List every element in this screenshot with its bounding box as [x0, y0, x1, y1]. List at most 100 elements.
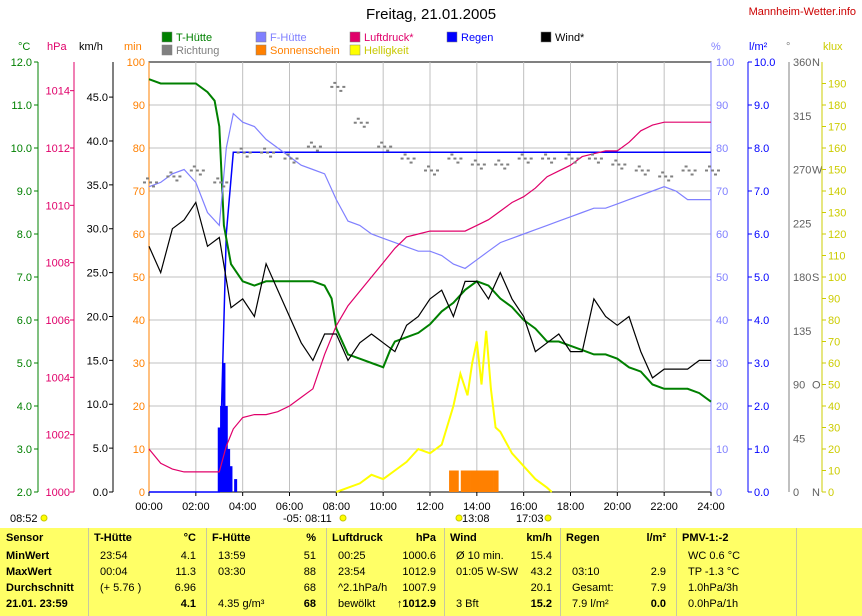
wind-direction-mark	[547, 157, 551, 160]
rain-bar	[234, 479, 238, 492]
wind-direction-mark	[359, 121, 363, 124]
lux-tick-label: 130	[828, 208, 846, 220]
sunshine-bar	[488, 470, 494, 492]
wind-direction-mark	[260, 151, 264, 154]
min-tick-label: 40	[133, 315, 145, 327]
temp-tick-label: 3.0	[17, 444, 32, 456]
min-tick-label: 20	[133, 401, 145, 413]
min-tick-label: 50	[133, 272, 145, 284]
wind-direction-mark	[248, 151, 252, 154]
wind-direction-mark	[450, 153, 454, 156]
wind-direction-mark	[684, 165, 688, 168]
rain-cumulative-line	[149, 151, 711, 493]
legend-label: T-Hütte	[176, 32, 212, 44]
wind-tick-label: 20.0	[87, 311, 108, 323]
legend-label: Richtung	[176, 45, 219, 57]
wind-direction-mark	[482, 163, 486, 166]
table-cell: %	[306, 532, 316, 544]
wind-direction-mark	[353, 121, 357, 124]
hum-tick-label: 10	[716, 444, 728, 456]
wind-direction-mark	[681, 169, 685, 172]
temp-tick-label: 12.0	[11, 57, 32, 69]
weather-chart: Freitag, 21.01.2005 Mannheim-Wetter.info…	[10, 6, 856, 525]
hum-tick-label: 50	[716, 272, 728, 284]
series-line-wind	[148, 200, 711, 379]
table-cell: Luftdruck	[332, 532, 383, 544]
dir-axis-unit: °	[786, 41, 790, 53]
lux-tick-label: 50	[828, 380, 840, 392]
wind-direction-mark	[473, 159, 477, 162]
temp-tick-label: 9.0	[17, 186, 32, 198]
table-col-separator	[326, 528, 327, 616]
wind-direction-mark	[587, 157, 591, 160]
wind-direction-mark	[380, 141, 384, 144]
wind-direction-mark	[664, 175, 668, 178]
sun-icon	[339, 514, 347, 522]
temp-tick-label: 7.0	[17, 272, 32, 284]
dir-tick-label: 225	[793, 218, 811, 230]
table-cell: 15.4	[530, 550, 552, 562]
wind-axis-unit: km/h	[79, 41, 103, 53]
rain-tick-label: 5.0	[754, 272, 769, 284]
min-tick-label: 60	[133, 229, 145, 241]
lux-tick-label: 180	[828, 100, 846, 112]
rain-tick-label: 3.0	[754, 358, 769, 370]
wind-direction-mark	[412, 157, 416, 160]
dir-tick-label: 0	[793, 487, 799, 499]
wind-direction-mark	[389, 145, 393, 148]
hum-tick-label: 60	[716, 229, 728, 241]
wind-direction-mark	[365, 121, 369, 124]
time-tick-label: 14:00	[463, 501, 491, 513]
table-cell: hPa	[415, 532, 436, 544]
rain-tick-label: 6.0	[754, 229, 769, 241]
wind-direction-mark	[339, 89, 343, 92]
wind-direction-mark	[708, 165, 711, 168]
sunshine-bar	[493, 470, 499, 492]
time-tick-label: 02:00	[182, 501, 210, 513]
wind-direction-mark	[705, 169, 708, 172]
wind-direction-mark	[318, 145, 322, 148]
wind-direction-mark	[263, 147, 267, 150]
wind-direction-mark	[523, 157, 527, 160]
wind-direction-mark	[564, 157, 568, 160]
hum-tick-label: 80	[716, 143, 728, 155]
wind-direction-mark	[661, 171, 665, 174]
rain-bar	[227, 449, 231, 492]
wind-tick-label: 40.0	[87, 136, 108, 148]
press-tick-label: 1012	[46, 143, 70, 155]
chart-title: Freitag, 21.01.2005	[365, 6, 497, 23]
wind-direction-mark	[189, 169, 193, 172]
table-cell: Gesamt:	[572, 582, 614, 594]
wind-direction-mark	[306, 145, 310, 148]
rain-tick-label: 2.0	[754, 401, 769, 413]
table-cell: 88	[303, 566, 316, 578]
table-cell: 2.9	[650, 566, 666, 578]
legend-label: Luftdruck*	[364, 32, 414, 44]
sun-marker: -05: 08:11	[283, 513, 332, 525]
wind-direction-mark	[201, 169, 205, 172]
legend-label: Sonnenschein	[270, 45, 340, 57]
lux-tick-label: 170	[828, 122, 846, 134]
hum-tick-label: 90	[716, 100, 728, 112]
table-cell: 68	[303, 582, 316, 594]
press-tick-label: 1000	[46, 487, 70, 499]
wind-direction-mark	[506, 163, 510, 166]
lux-tick-label: 30	[828, 423, 840, 435]
table-cell: 15.2	[530, 598, 552, 610]
press-tick-label: 1004	[46, 372, 70, 384]
wind-direction-mark	[526, 161, 530, 164]
wind-direction-mark	[216, 177, 220, 180]
wind-direction-mark	[687, 169, 691, 172]
hum-tick-label: 20	[716, 401, 728, 413]
table-cell: ^2.1hPa/h	[338, 582, 388, 594]
site-link[interactable]: Mannheim-Wetter.info	[748, 6, 856, 18]
wind-direction-mark	[433, 173, 436, 176]
table-col-separator	[796, 528, 797, 616]
time-tick-label: 06:00	[276, 501, 304, 513]
table-cell: 4.1	[180, 598, 196, 610]
wind-direction-mark	[503, 167, 507, 170]
table-cell: 7.9 l/m²	[572, 598, 609, 610]
table-cell: 1012.9	[402, 566, 436, 578]
press-tick-label: 1006	[46, 315, 70, 327]
wind-direction-mark	[333, 81, 337, 84]
